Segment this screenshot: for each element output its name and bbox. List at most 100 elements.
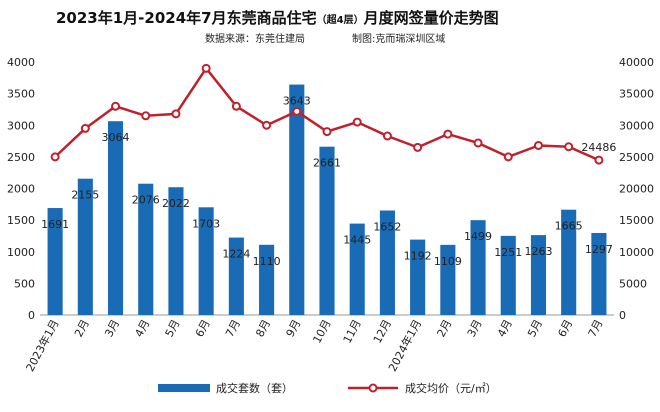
x-tick-label: 6月 <box>555 317 575 339</box>
bar-data-label: 2155 <box>71 189 99 202</box>
x-tick-label: 7月 <box>223 317 243 339</box>
line-series <box>50 63 604 165</box>
bar-data-label: 1499 <box>464 230 492 243</box>
line-point <box>533 140 543 150</box>
y-left-tick-label: 1000 <box>7 246 35 259</box>
y-left-tick-label: 2500 <box>7 151 35 164</box>
y-right-tick-label: 20000 <box>619 183 654 196</box>
bar-data-label: 1297 <box>585 243 613 256</box>
bar-data-label: 1703 <box>192 217 220 230</box>
line-point <box>50 152 60 162</box>
bar <box>319 146 335 315</box>
y-left-tick-label: 500 <box>14 277 35 290</box>
y-right-tick-label: 0 <box>619 309 626 322</box>
x-tick-label: 12月 <box>371 317 394 345</box>
bar-data-label: 2076 <box>132 194 160 207</box>
x-tick-label: 2月 <box>72 317 92 339</box>
bar <box>138 183 154 315</box>
line-point <box>564 142 574 152</box>
bar-data-label: 2661 <box>313 157 341 170</box>
bar-data-label: 1665 <box>555 220 583 233</box>
line-point <box>594 155 604 165</box>
line-point <box>322 127 332 137</box>
x-tick-label: 2月 <box>435 317 455 339</box>
bar <box>228 237 244 315</box>
line-point <box>352 117 362 127</box>
line-point <box>171 109 181 119</box>
bar-data-label: 1263 <box>524 245 552 258</box>
bar <box>259 244 275 315</box>
bar-data-label: 1192 <box>404 250 432 263</box>
bar <box>107 121 124 316</box>
bar-data-label: 1109 <box>434 255 462 268</box>
x-tick-label: 10月 <box>310 317 333 345</box>
line-point <box>111 101 121 111</box>
bar-data-label: 2022 <box>162 197 190 210</box>
chart-title: 2023年1月-2024年7月东莞商品住宅（超4层）月度网签量价走势图 数据来源… <box>56 9 499 45</box>
line-point <box>503 152 513 162</box>
bar <box>500 235 516 315</box>
title-part-tail: 月度网签量价走势图 <box>363 9 499 27</box>
bar-data-label: 1445 <box>343 234 371 247</box>
y-right-tick-label: 25000 <box>619 151 654 164</box>
bar-data-label: 1224 <box>222 248 250 261</box>
legend-line-marker <box>368 383 378 393</box>
y-right-tick-label: 35000 <box>619 88 654 101</box>
price-line <box>54 67 600 162</box>
bar <box>530 235 547 315</box>
subtitle-source: 数据来源：东莞住建局 <box>205 32 305 45</box>
bar <box>47 208 63 315</box>
bar <box>379 210 395 315</box>
legend-bar-label: 成交套数（套） <box>216 381 293 395</box>
line-point <box>80 123 90 133</box>
x-tick-label: 6月 <box>193 317 213 339</box>
x-tick-label: 4月 <box>495 317 515 339</box>
x-tick-label: 11月 <box>341 317 364 345</box>
bar <box>591 232 607 315</box>
x-tick-label: 4月 <box>132 317 152 339</box>
title-part-main: 2023年1月-2024年7月东莞商品住宅 <box>56 9 317 27</box>
x-tick-label: 5月 <box>525 317 545 339</box>
y-right-tick-label: 15000 <box>619 214 654 227</box>
bar <box>198 207 214 315</box>
line-point <box>473 138 483 148</box>
bar-series <box>47 84 607 316</box>
line-point <box>231 101 241 111</box>
y-left-tick-label: 4000 <box>7 56 35 69</box>
legend: 成交套数（套） 成交均价（元/㎡） <box>158 381 497 395</box>
y-left-tick-label: 0 <box>28 309 35 322</box>
y-left-tick-label: 2000 <box>7 183 35 196</box>
title-main: 2023年1月-2024年7月东莞商品住宅（超4层）月度网签量价走势图 <box>56 9 499 27</box>
x-tick-label: 7月 <box>586 317 606 339</box>
y-right-tick-label: 10000 <box>619 246 654 259</box>
x-tick-label: 8月 <box>253 317 273 339</box>
x-tick-label: 5月 <box>163 317 183 339</box>
bar <box>470 220 486 315</box>
bar <box>440 244 456 315</box>
line-point <box>201 63 211 73</box>
x-tick-label: 9月 <box>284 317 304 339</box>
y-left-tick-label: 3500 <box>7 88 35 101</box>
bar <box>410 239 426 315</box>
y-right-tick-label: 30000 <box>619 119 654 132</box>
x-tick-label: 3月 <box>102 317 122 339</box>
y-right-tick-label: 5000 <box>619 277 647 290</box>
bar <box>289 84 305 315</box>
line-data-label: 24486 <box>581 141 616 154</box>
title-part-note: （超4层） <box>317 13 364 26</box>
legend-bar-swatch <box>158 384 210 392</box>
bar <box>349 223 365 315</box>
bar-data-label: 1110 <box>253 255 281 268</box>
bar <box>561 209 577 315</box>
bar-data-label: 1251 <box>494 246 522 259</box>
line-point <box>382 131 392 141</box>
bar <box>77 178 93 315</box>
bar-data-label: 1691 <box>41 218 69 231</box>
bar-data-label: 3064 <box>102 131 130 144</box>
bar-data-label: 1652 <box>373 221 401 234</box>
subtitle-maker: 制图:克而瑞深圳区域 <box>352 32 445 45</box>
y-right-tick-label: 40000 <box>619 56 654 69</box>
line-point <box>413 142 423 152</box>
